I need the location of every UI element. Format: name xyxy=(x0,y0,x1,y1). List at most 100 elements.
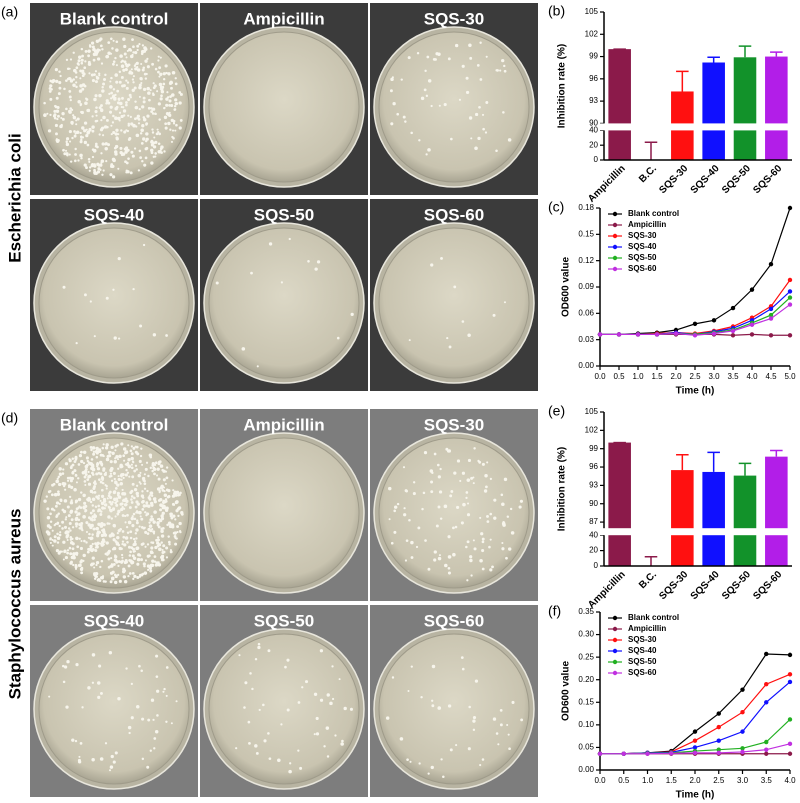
colony xyxy=(101,475,104,478)
colony xyxy=(94,542,97,545)
colony xyxy=(158,75,161,78)
petri-dish xyxy=(208,633,360,785)
colony xyxy=(97,522,101,526)
colony xyxy=(277,758,281,763)
colony xyxy=(399,737,404,741)
colony xyxy=(142,87,147,91)
colony xyxy=(140,81,143,85)
bar xyxy=(765,56,788,161)
colony xyxy=(71,108,74,111)
colony xyxy=(150,161,154,165)
colony xyxy=(165,476,169,480)
colony xyxy=(151,112,155,115)
colony xyxy=(486,461,489,464)
colony xyxy=(100,119,103,122)
colony xyxy=(416,51,420,55)
colony xyxy=(108,769,112,772)
colony xyxy=(140,494,145,498)
colony xyxy=(107,454,112,458)
colony xyxy=(427,772,430,775)
colony xyxy=(122,447,127,451)
colony xyxy=(101,453,105,457)
colony xyxy=(83,140,88,145)
colony xyxy=(114,449,117,452)
legend-label: Ampicillin xyxy=(628,220,666,229)
bar xyxy=(608,49,631,161)
colony xyxy=(137,169,141,172)
colony xyxy=(109,80,112,83)
colony xyxy=(110,479,114,482)
colony xyxy=(492,717,497,721)
colony xyxy=(60,123,63,127)
colony xyxy=(154,545,158,550)
colony xyxy=(405,539,409,542)
colony xyxy=(62,680,66,684)
colony xyxy=(126,513,129,517)
colony xyxy=(46,516,51,520)
panel-label: (f) xyxy=(548,603,561,619)
colony xyxy=(104,484,107,487)
colony xyxy=(111,121,115,124)
colony xyxy=(95,114,98,117)
colony xyxy=(479,558,483,563)
colony xyxy=(408,518,411,522)
colony xyxy=(81,83,86,87)
colony xyxy=(438,490,443,494)
colony xyxy=(56,477,59,480)
colony xyxy=(56,532,59,536)
colony xyxy=(151,62,155,66)
colony xyxy=(140,542,144,546)
colony xyxy=(79,567,84,571)
colony xyxy=(319,698,324,702)
colony xyxy=(140,78,143,81)
colony xyxy=(125,468,128,472)
colony xyxy=(71,537,74,541)
colony xyxy=(488,545,491,549)
colony xyxy=(132,543,136,547)
colony xyxy=(62,285,66,289)
colony xyxy=(91,556,95,560)
colony xyxy=(141,490,144,493)
colony xyxy=(93,73,96,77)
colony xyxy=(79,450,83,454)
colony xyxy=(156,467,160,471)
colony xyxy=(99,542,102,545)
colony xyxy=(410,131,413,135)
colony xyxy=(102,115,106,120)
data-point xyxy=(730,305,736,311)
colony xyxy=(466,478,471,482)
colony xyxy=(97,449,102,453)
colony xyxy=(153,560,157,563)
data-point xyxy=(692,750,698,756)
colony xyxy=(69,552,73,556)
colony xyxy=(149,89,152,92)
y-axis-label: OD600 value xyxy=(561,257,572,317)
colony xyxy=(95,526,100,531)
colony xyxy=(133,447,136,450)
colony xyxy=(120,553,124,557)
colony xyxy=(503,301,506,304)
colony xyxy=(130,466,134,470)
colony xyxy=(307,260,310,263)
colony xyxy=(150,503,154,507)
colony xyxy=(456,505,460,509)
colony xyxy=(154,84,157,88)
colony xyxy=(424,69,427,73)
colony xyxy=(88,166,92,169)
colony xyxy=(122,106,125,109)
colony xyxy=(430,765,434,770)
y-tick-label: 0 xyxy=(594,561,599,570)
colony xyxy=(105,457,110,462)
colony xyxy=(117,477,121,481)
colony xyxy=(465,90,470,95)
colony xyxy=(88,72,91,75)
colony xyxy=(46,507,50,511)
colony xyxy=(91,155,95,159)
colony xyxy=(425,153,428,156)
colony xyxy=(68,140,72,143)
colony xyxy=(78,755,81,758)
colony xyxy=(156,536,160,539)
colony xyxy=(160,514,164,518)
colony xyxy=(469,558,473,563)
colony xyxy=(393,509,396,513)
